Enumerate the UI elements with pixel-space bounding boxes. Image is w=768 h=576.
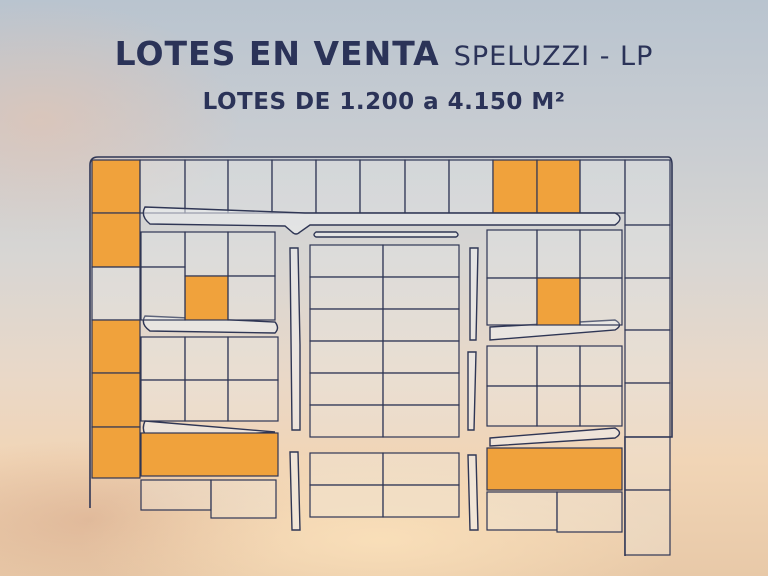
lot-for-sale (91, 319, 141, 374)
lot (382, 484, 460, 518)
lot (486, 345, 538, 387)
lot (140, 479, 212, 511)
lot (227, 275, 276, 321)
lot (382, 308, 460, 342)
header: LOTES EN VENTA SPELUZZI - LP (0, 34, 768, 73)
lot-for-sale (91, 159, 141, 214)
road-outline (142, 206, 621, 235)
lot-for-sale (91, 372, 141, 428)
lot (309, 404, 384, 438)
lot (579, 345, 623, 387)
lot (382, 372, 460, 406)
lot (227, 159, 273, 214)
lot (536, 229, 581, 279)
lot (486, 491, 558, 531)
lot (382, 244, 460, 278)
lot (271, 159, 317, 214)
road-outline (313, 231, 459, 238)
lot (579, 385, 623, 427)
lot (624, 159, 671, 226)
lot-for-sale (536, 159, 581, 214)
lot (448, 159, 494, 214)
lot (140, 336, 186, 381)
location-label: SPELUZZI - LP (453, 41, 654, 72)
lot (359, 159, 406, 214)
lot (140, 231, 186, 268)
lot-for-sale (486, 447, 623, 491)
lot (184, 231, 229, 277)
lot (624, 489, 671, 556)
property-boundary (89, 156, 673, 556)
road-outline (469, 247, 479, 341)
lot (556, 491, 623, 533)
lot (536, 385, 581, 427)
lot (579, 229, 623, 279)
lot (536, 345, 581, 387)
lot (579, 277, 623, 326)
lot (486, 277, 538, 326)
lot (227, 231, 276, 277)
lot (382, 276, 460, 310)
lot (382, 452, 460, 486)
lot (404, 159, 450, 214)
lot (184, 159, 229, 214)
lot (579, 159, 626, 214)
lot (309, 484, 384, 518)
lot (309, 452, 384, 486)
lot-for-sale (140, 432, 279, 477)
lot (382, 404, 460, 438)
lot-for-sale (91, 212, 141, 268)
lot (624, 329, 671, 384)
road-outline (467, 351, 477, 431)
page-title: LOTES EN VENTA (114, 34, 440, 73)
lot (309, 244, 384, 278)
lot (184, 336, 229, 381)
lot (486, 229, 538, 279)
lot (184, 379, 229, 422)
lot (140, 266, 186, 321)
lot (624, 277, 671, 331)
lot-for-sale (184, 275, 229, 321)
lot (227, 379, 279, 422)
lot (624, 224, 671, 279)
lot-size-range: LOTES DE 1.200 a 4.150 M² (202, 89, 566, 115)
lot (624, 436, 671, 491)
lot (140, 379, 186, 422)
lot (309, 372, 384, 406)
road-outline (489, 427, 621, 447)
lot (315, 159, 361, 214)
lot (227, 336, 279, 381)
lot (309, 276, 384, 310)
lot-for-sale (492, 159, 538, 214)
lot (210, 479, 277, 519)
lot (486, 385, 538, 427)
road-outline (467, 454, 479, 531)
road-outline (289, 247, 301, 431)
lot (624, 382, 671, 438)
lot (139, 159, 186, 214)
lot-for-sale (536, 277, 581, 326)
road-outline (289, 451, 301, 531)
lot (309, 340, 384, 374)
lot-for-sale (91, 426, 141, 479)
lot (309, 308, 384, 342)
lot (382, 340, 460, 374)
lot (91, 266, 141, 321)
